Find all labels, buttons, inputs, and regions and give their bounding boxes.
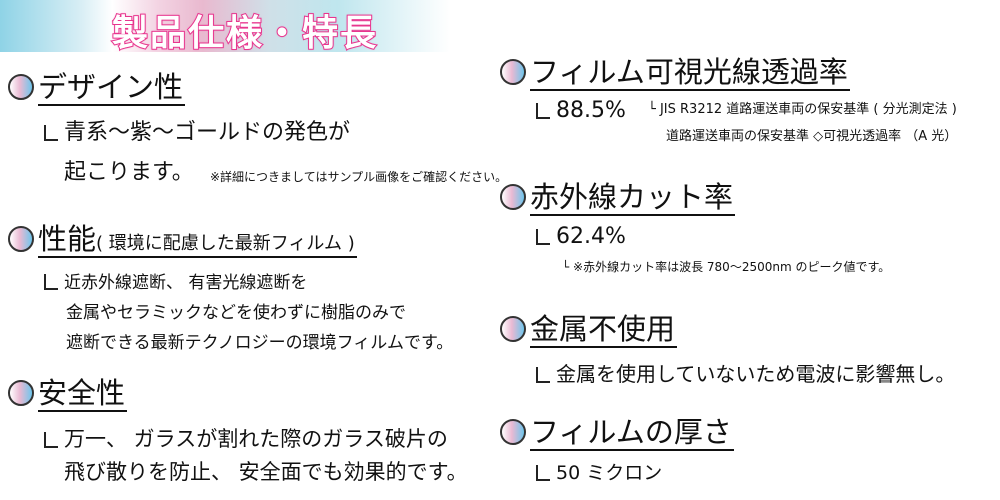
corner-mark-icon (44, 274, 58, 290)
infrared-value: 62.4% (536, 224, 626, 249)
gradient-bullet-icon (500, 316, 526, 342)
header-banner: 製品仕様・特長 (0, 0, 450, 55)
corner-mark-icon (44, 432, 58, 448)
performance-line-3: 遮断できる最新テクノロジーの環境フィルムです。 (66, 333, 454, 353)
thickness-value: 50 ミクロン (536, 458, 662, 485)
corner-mark-icon (536, 465, 550, 481)
infrared-note: └ ※赤外線カット率は波長 780～2500nm のピーク値です。 (562, 260, 891, 274)
gradient-bullet-icon (500, 184, 526, 210)
gradient-bullet-icon (500, 59, 526, 85)
gradient-bullet-icon (8, 226, 34, 252)
heading-design: デザイン性 (8, 70, 186, 106)
design-line-2: 起こります。 (64, 160, 194, 185)
design-line-1: 青系～紫～ゴールドの発色が (44, 114, 350, 146)
gradient-bullet-icon (8, 74, 34, 100)
corner-mark-icon (536, 367, 550, 383)
performance-line-2: 金属やセラミックなどを使わずに樹脂のみで (66, 303, 406, 323)
safety-line-1: 万一、 ガラスが割れた際のガラス破片の (44, 423, 448, 453)
heading-metal-free: 金属不使用 (500, 312, 678, 348)
gradient-bullet-icon (500, 419, 526, 445)
design-note: ※詳細につきましてはサンプル画像をご確認ください。 (210, 170, 508, 184)
corner-mark-icon (536, 103, 550, 119)
visible-value: 88.5% (536, 98, 626, 123)
heading-infrared-cut: 赤外線カット率 (500, 180, 736, 216)
heading-performance: 性能( 環境に配慮した最新フィルム ) (8, 222, 357, 261)
performance-line-1: 近赤外線遮断、 有害光線遮断を (44, 268, 307, 293)
metal-line: 金属を使用していないため電波に影響無し。 (536, 358, 955, 387)
heading-visible-transmittance: フィルム可視光線透過率 (500, 55, 850, 91)
visible-note-1: └ JIS R3212 道路運送車両の保安基準 ( 分光測定法 ) (648, 102, 957, 117)
safety-line-2: 飛び散りを防止、 安全面でも効果的です。 (64, 460, 468, 484)
page-title: 製品仕様・特長 (111, 12, 379, 55)
corner-mark-icon (44, 125, 58, 141)
heading-safety: 安全性 (8, 376, 128, 412)
heading-thickness: フィルムの厚さ (500, 415, 734, 451)
gradient-bullet-icon (8, 380, 34, 406)
visible-note-2: 道路運送車両の保安基準 ◇可視光透過率 （A 光） (666, 129, 958, 144)
corner-mark-icon (536, 229, 550, 245)
